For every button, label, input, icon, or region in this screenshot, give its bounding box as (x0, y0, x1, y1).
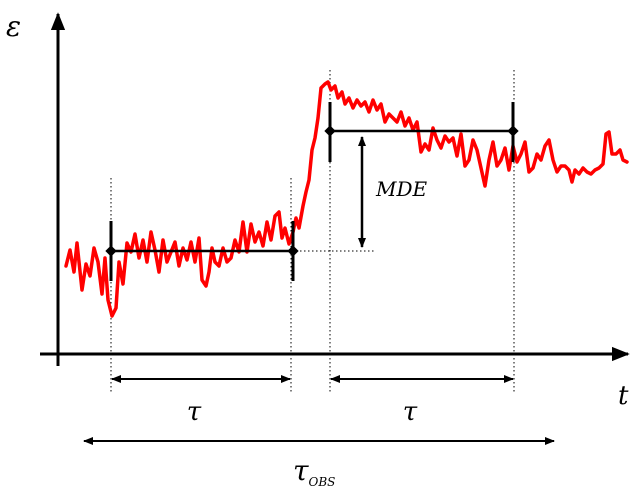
tau-obs-main: τ (293, 454, 309, 487)
dotted-guides (110, 70, 515, 394)
left-window-start-diamond (105, 245, 117, 257)
signal-curve (64, 80, 629, 318)
tau-left-label: τ (187, 397, 202, 427)
tau-obs-label: τOBS (293, 454, 335, 489)
tau-right-label: τ (403, 397, 418, 427)
tau-obs-subscript: OBS (309, 475, 336, 489)
x-axis-label: t (618, 381, 629, 411)
left-window (105, 221, 299, 281)
mde-label: MDE (375, 177, 428, 201)
left-window-end-diamond (287, 245, 299, 257)
right-window-end-diamond (507, 125, 519, 137)
y-axis-label: ε (6, 10, 21, 43)
right-window-start-diamond (324, 125, 336, 137)
